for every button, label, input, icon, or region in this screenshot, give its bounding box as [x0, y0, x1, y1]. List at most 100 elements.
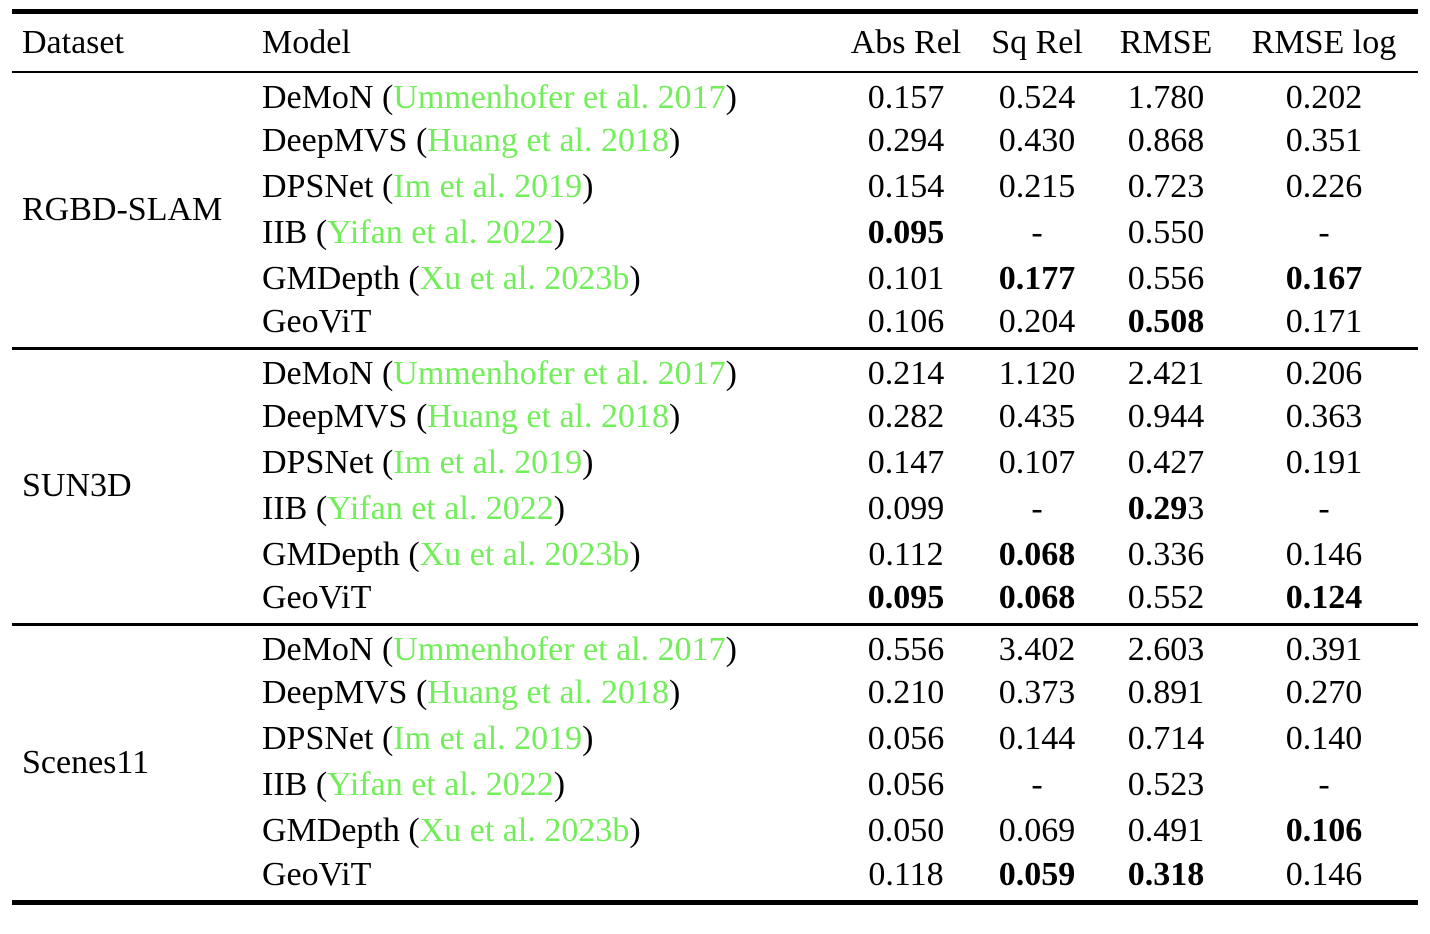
- col-header-rmse: RMSE: [1102, 14, 1230, 73]
- citation-open-paren: (: [307, 766, 328, 803]
- metric-value-segment: -: [1318, 766, 1330, 803]
- metric-value-segment: 0.146: [1285, 536, 1363, 573]
- metric-value-rmse: 0.491: [1102, 808, 1230, 854]
- metric-value-sq-rel: 0.215: [972, 164, 1102, 210]
- citation-link[interactable]: Ummenhofer et al. 2017: [393, 78, 726, 116]
- citation-link[interactable]: Huang et al. 2018: [427, 674, 669, 711]
- metric-value-sq-rel: 0.107: [972, 440, 1102, 486]
- citation-close-paren: ): [629, 536, 641, 573]
- citation-link[interactable]: Im et al. 2019: [393, 444, 583, 481]
- col-header-sq-rel: Sq Rel: [972, 14, 1102, 73]
- metric-value-segment: 0.556: [1127, 260, 1205, 297]
- citation-link[interactable]: Im et al. 2019: [393, 168, 583, 205]
- metric-value-abs-rel: 0.157: [840, 72, 972, 118]
- citation-close-paren: ): [668, 122, 681, 159]
- metric-value-rmse-log: 0.140: [1230, 716, 1418, 762]
- metric-value-rmse-log: -: [1230, 486, 1418, 532]
- metric-value-sq-rel: 0.177: [972, 256, 1102, 302]
- model-cell: IIB (Yifan et al. 2022): [262, 762, 840, 808]
- model-cell: DeepMVS (Huang et al. 2018): [262, 118, 840, 164]
- metric-value-segment: 1.120: [998, 354, 1076, 392]
- citation-link[interactable]: Ummenhofer et al. 2017: [393, 354, 726, 392]
- col-header-abs-rel: Abs Rel: [840, 14, 972, 73]
- metric-value-abs-rel: 0.106: [840, 302, 972, 348]
- model-name: DeepMVS: [262, 122, 408, 159]
- dataset-label: RGBD-SLAM: [22, 190, 223, 228]
- metric-value-segment: 0.351: [1285, 122, 1363, 159]
- metric-value-segment: 0.491: [1127, 812, 1205, 849]
- table-row: IIB (Yifan et al. 2022) 0.056 - 0.523 -: [12, 762, 1418, 808]
- metric-value-segment: 0.106: [867, 303, 945, 341]
- metric-value-sq-rel: 1.120: [972, 346, 1102, 394]
- metric-value-segment: 0.056: [867, 720, 945, 757]
- metric-value-sq-rel: 0.069: [972, 808, 1102, 854]
- metric-value-sq-rel: -: [972, 210, 1102, 256]
- metric-value-segment: -: [1318, 490, 1330, 527]
- metric-value-bold-segment: 0.059: [998, 856, 1076, 893]
- citation-link[interactable]: Huang et al. 2018: [427, 398, 669, 435]
- metric-value-bold-segment: 0.177: [998, 260, 1076, 297]
- dataset-label: Scenes11: [12, 622, 262, 900]
- table-row: DPSNet (Im et al. 2019) 0.154 0.215 0.723 0.…: [12, 164, 1418, 210]
- citation-link[interactable]: Yifan et al. 2022: [327, 214, 554, 251]
- metric-value-segment: 0.226: [1285, 168, 1363, 205]
- table-row: DPSNet (Im et al. 2019) 0.056 0.144 0.714 0.…: [12, 716, 1418, 762]
- model-name: DPSNet: [262, 720, 374, 757]
- metric-value-segment: 0.723: [1127, 168, 1205, 205]
- table-row: DPSNet (Im et al. 2019) 0.147 0.107 0.427 0.…: [12, 440, 1418, 486]
- metric-value-rmse-log: 0.270: [1230, 670, 1418, 716]
- metric-value-rmse-log: 0.206: [1230, 346, 1418, 394]
- metric-value-segment: 0.099: [867, 490, 945, 527]
- model-cell: DPSNet (Im et al. 2019): [262, 440, 840, 486]
- metric-value-abs-rel: 0.282: [840, 394, 972, 440]
- citation-open-paren: (: [307, 490, 328, 527]
- citation-link[interactable]: Xu et al. 2023b: [419, 260, 630, 297]
- metric-value-segment: 0.069: [998, 812, 1076, 849]
- model-name: DeepMVS: [262, 674, 408, 711]
- metric-value-abs-rel: 0.556: [840, 622, 972, 670]
- metric-value-segment: 0.171: [1285, 303, 1363, 341]
- citation-link[interactable]: Xu et al. 2023b: [419, 536, 630, 573]
- metric-value-sq-rel: 0.068: [972, 578, 1102, 624]
- table-row: DeepMVS (Huang et al. 2018) 0.210 0.373 0.8…: [12, 670, 1418, 716]
- metric-value-segment: 0.363: [1285, 398, 1363, 435]
- model-cell: DeMoN (Ummenhofer et al. 2017): [262, 346, 840, 394]
- results-table: Dataset Model Abs Rel Sq Rel RMSE RMSE l…: [12, 14, 1418, 900]
- citation-open-paren: (: [407, 122, 428, 159]
- metric-value-segment: 0.891: [1127, 674, 1205, 711]
- metric-value-segment: 0.140: [1285, 720, 1363, 757]
- citation-close-paren: ): [629, 812, 641, 849]
- metric-value-rmse-log: 0.167: [1230, 256, 1418, 302]
- citation-link[interactable]: Huang et al. 2018: [427, 122, 669, 159]
- citation-close-paren: ): [668, 674, 681, 711]
- metric-value-rmse: 0.336: [1102, 532, 1230, 578]
- citation-link[interactable]: Yifan et al. 2022: [327, 490, 554, 527]
- metric-value-segment: 2.421: [1127, 354, 1205, 392]
- citation-link[interactable]: Ummenhofer et al. 2017: [393, 630, 726, 668]
- citation-open-paren: (: [373, 354, 394, 392]
- metric-value-bold-segment: 0.068: [998, 536, 1076, 573]
- model-cell: DPSNet (Im et al. 2019): [262, 164, 840, 210]
- metric-value-bold-segment: 0.318: [1127, 856, 1205, 893]
- metric-value-abs-rel: 0.294: [840, 118, 972, 164]
- metric-value-segment: 0.435: [998, 398, 1076, 435]
- citation-link[interactable]: Xu et al. 2023b: [419, 812, 630, 849]
- table-header: Dataset Model Abs Rel Sq Rel RMSE RMSE l…: [12, 14, 1418, 73]
- citation-open-paren: (: [373, 444, 394, 481]
- metric-value-segment: 0.524: [998, 78, 1076, 116]
- metric-value-segment: 0.944: [1127, 398, 1205, 435]
- metric-value-segment: 0.427: [1127, 444, 1205, 481]
- metric-value-rmse: 0.293: [1102, 486, 1230, 532]
- citation-link[interactable]: Im et al. 2019: [393, 720, 583, 757]
- citation-open-paren: (: [373, 720, 394, 757]
- metric-value-rmse: 0.714: [1102, 716, 1230, 762]
- metric-value-sq-rel: 0.524: [972, 72, 1102, 118]
- citation-link[interactable]: Yifan et al. 2022: [327, 766, 554, 803]
- metric-value-rmse: 0.868: [1102, 118, 1230, 164]
- table-row: GeoViT 0.118 0.059 0.318 0.146: [12, 854, 1418, 900]
- metric-value-sq-rel: 0.068: [972, 532, 1102, 578]
- col-header-rmse-log: RMSE log: [1230, 14, 1418, 73]
- citation-close-paren: ): [553, 490, 566, 527]
- metric-value-rmse: 0.427: [1102, 440, 1230, 486]
- metric-value-abs-rel: 0.056: [840, 716, 972, 762]
